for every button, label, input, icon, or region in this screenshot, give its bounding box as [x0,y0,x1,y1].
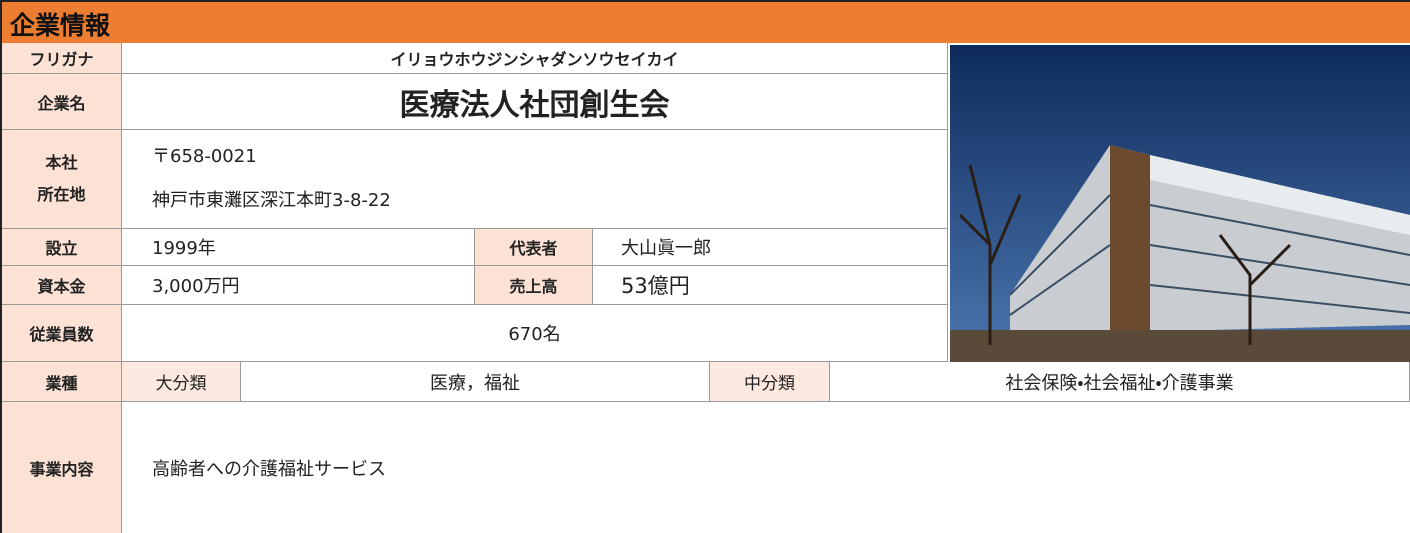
label: 所在地 [37,185,86,204]
industry-middle: 社会保険・社会福祉・介護事業 [1005,372,1234,394]
value-cell: 高齢者への介護福祉サービス [122,402,1410,533]
value-cell: 53億円 [593,266,948,305]
established: 1999年 [152,238,216,259]
sales: 53億円 [621,274,690,298]
label: 企業名 [37,93,86,113]
label-cell: フリガナ [2,43,122,74]
company-name: 医療法人社団創生会 [399,87,670,123]
value-cell: 1999年 [122,229,475,266]
label: 資本金 [37,277,86,296]
header-title: 企業情報 [10,11,111,40]
label: 従業員数 [29,325,94,344]
label: 本社 [45,153,78,172]
label: 業種 [45,373,78,393]
label-cell: 設立 [2,229,122,266]
sub-label-cell: 大分類 [122,362,241,402]
label: フリガナ [29,50,94,69]
industry-major: 医療，福祉 [430,372,520,394]
value-cell: 社会保険・社会福祉・介護事業 [830,362,1410,402]
label-cell: 事業内容 [2,402,122,533]
company-photo [950,45,1410,362]
address: 神戸市東灘区深江本町3-8-22 [152,190,391,211]
label: 売上高 [509,277,558,296]
label: 大分類 [155,374,207,394]
value-cell: 医療法人社団創生会 [122,74,948,130]
employees: 670名 [508,324,561,345]
header-bar: 企業情報 [0,0,1410,43]
label-cell: 代表者 [475,229,593,266]
furigana: イリョウホウジンシャダンソウセイカイ [390,50,679,69]
value-cell: 〒658-0021 神戸市東灘区深江本町3-8-22 [122,130,948,229]
capital: 3,000万円 [152,276,240,297]
sub-label-cell: 中分類 [710,362,830,402]
label-cell: 資本金 [2,266,122,305]
value-cell: 医療，福祉 [241,362,710,402]
value-cell: 大山眞一郎 [593,229,948,266]
value-cell: 3,000万円 [122,266,475,305]
value-cell: 670名 [122,305,948,362]
label: 代表者 [509,239,558,258]
label-cell: 売上高 [475,266,593,305]
label-cell: 業種 [2,362,122,402]
label: 事業内容 [29,459,94,479]
business: 高齢者への介護福祉サービス [152,458,386,480]
label: 中分類 [744,374,795,394]
left-border [0,43,2,533]
label-cell: 企業名 [2,74,122,130]
label-cell: 従業員数 [2,305,122,362]
label-cell: 本社 所在地 [2,130,122,229]
postal-code: 〒658-0021 [152,146,257,167]
representative: 大山眞一郎 [621,238,711,259]
label: 設立 [45,239,78,258]
value-cell: イリョウホウジンシャダンソウセイカイ [122,43,948,74]
